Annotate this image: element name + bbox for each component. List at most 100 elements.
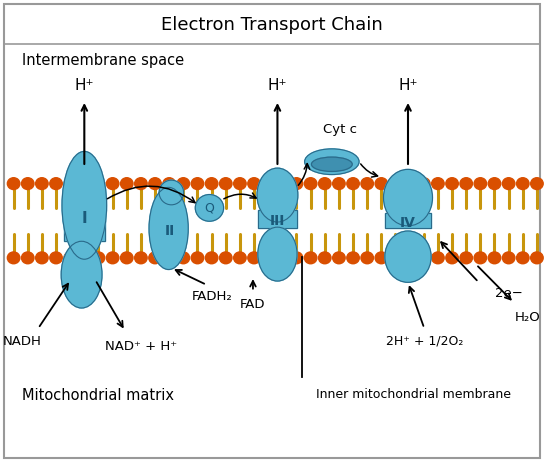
Circle shape — [78, 178, 91, 189]
Circle shape — [276, 252, 289, 264]
Circle shape — [206, 252, 218, 264]
Circle shape — [319, 178, 331, 189]
Circle shape — [50, 252, 63, 264]
Circle shape — [361, 252, 374, 264]
Circle shape — [460, 178, 473, 189]
Circle shape — [163, 252, 176, 264]
Polygon shape — [385, 213, 431, 228]
Circle shape — [319, 252, 331, 264]
Circle shape — [107, 178, 119, 189]
Polygon shape — [64, 221, 105, 241]
Circle shape — [503, 178, 515, 189]
Circle shape — [36, 178, 48, 189]
Circle shape — [290, 178, 303, 189]
Text: FADH₂: FADH₂ — [192, 290, 232, 303]
Circle shape — [347, 252, 360, 264]
Circle shape — [64, 252, 77, 264]
Circle shape — [361, 178, 374, 189]
Text: I: I — [82, 211, 87, 225]
Ellipse shape — [195, 195, 224, 221]
Circle shape — [220, 252, 232, 264]
Text: FAD: FAD — [240, 298, 265, 311]
Circle shape — [503, 252, 515, 264]
Circle shape — [121, 252, 133, 264]
Circle shape — [375, 252, 388, 264]
Circle shape — [191, 252, 204, 264]
Circle shape — [134, 178, 147, 189]
Circle shape — [290, 252, 303, 264]
Ellipse shape — [305, 149, 359, 175]
Circle shape — [206, 178, 218, 189]
Circle shape — [446, 178, 459, 189]
Text: Inner mitochondrial membrane: Inner mitochondrial membrane — [316, 388, 510, 401]
Ellipse shape — [61, 241, 102, 308]
Circle shape — [262, 178, 275, 189]
Ellipse shape — [159, 180, 184, 205]
Circle shape — [432, 178, 444, 189]
Circle shape — [22, 178, 34, 189]
Circle shape — [474, 252, 487, 264]
Ellipse shape — [385, 231, 431, 282]
Circle shape — [390, 252, 402, 264]
Circle shape — [390, 178, 402, 189]
Ellipse shape — [312, 157, 353, 171]
Circle shape — [163, 178, 176, 189]
Circle shape — [107, 252, 119, 264]
Text: 2e−: 2e− — [495, 287, 523, 300]
Ellipse shape — [384, 170, 432, 226]
Ellipse shape — [149, 188, 188, 269]
Circle shape — [191, 178, 204, 189]
Text: Cyt c: Cyt c — [323, 123, 357, 136]
Circle shape — [418, 252, 430, 264]
Text: H⁺: H⁺ — [75, 79, 94, 93]
Circle shape — [446, 252, 459, 264]
Text: H⁺: H⁺ — [398, 79, 418, 93]
Circle shape — [134, 252, 147, 264]
Text: H₂O: H₂O — [515, 310, 541, 323]
Circle shape — [375, 178, 388, 189]
Text: 2H⁺ + 1/2O₂: 2H⁺ + 1/2O₂ — [386, 334, 463, 348]
Circle shape — [149, 252, 162, 264]
Text: II: II — [165, 224, 175, 238]
Circle shape — [248, 252, 261, 264]
Circle shape — [474, 178, 487, 189]
Circle shape — [517, 252, 529, 264]
Circle shape — [50, 178, 63, 189]
Circle shape — [22, 252, 34, 264]
Circle shape — [234, 178, 246, 189]
Circle shape — [531, 178, 543, 189]
Circle shape — [404, 178, 416, 189]
Circle shape — [92, 252, 105, 264]
Circle shape — [517, 178, 529, 189]
Circle shape — [234, 252, 246, 264]
Polygon shape — [258, 211, 297, 228]
FancyBboxPatch shape — [4, 4, 540, 458]
Circle shape — [8, 178, 20, 189]
Text: Electron Transport Chain: Electron Transport Chain — [161, 16, 383, 34]
Circle shape — [64, 178, 77, 189]
Circle shape — [78, 252, 91, 264]
Circle shape — [333, 252, 345, 264]
Circle shape — [248, 178, 261, 189]
Text: H⁺: H⁺ — [268, 79, 287, 93]
Circle shape — [177, 178, 190, 189]
Circle shape — [220, 178, 232, 189]
Text: Q: Q — [205, 201, 214, 214]
Circle shape — [92, 178, 105, 189]
Circle shape — [305, 178, 317, 189]
Circle shape — [305, 252, 317, 264]
Circle shape — [489, 178, 501, 189]
Circle shape — [149, 178, 162, 189]
Circle shape — [8, 252, 20, 264]
Text: NADH: NADH — [2, 334, 41, 348]
Circle shape — [531, 252, 543, 264]
Circle shape — [347, 178, 360, 189]
Text: IV: IV — [400, 216, 416, 230]
Circle shape — [432, 252, 444, 264]
Circle shape — [36, 252, 48, 264]
Text: NAD⁺ + H⁺: NAD⁺ + H⁺ — [106, 340, 177, 353]
Circle shape — [333, 178, 345, 189]
Circle shape — [177, 252, 190, 264]
Ellipse shape — [257, 168, 298, 222]
Circle shape — [276, 178, 289, 189]
